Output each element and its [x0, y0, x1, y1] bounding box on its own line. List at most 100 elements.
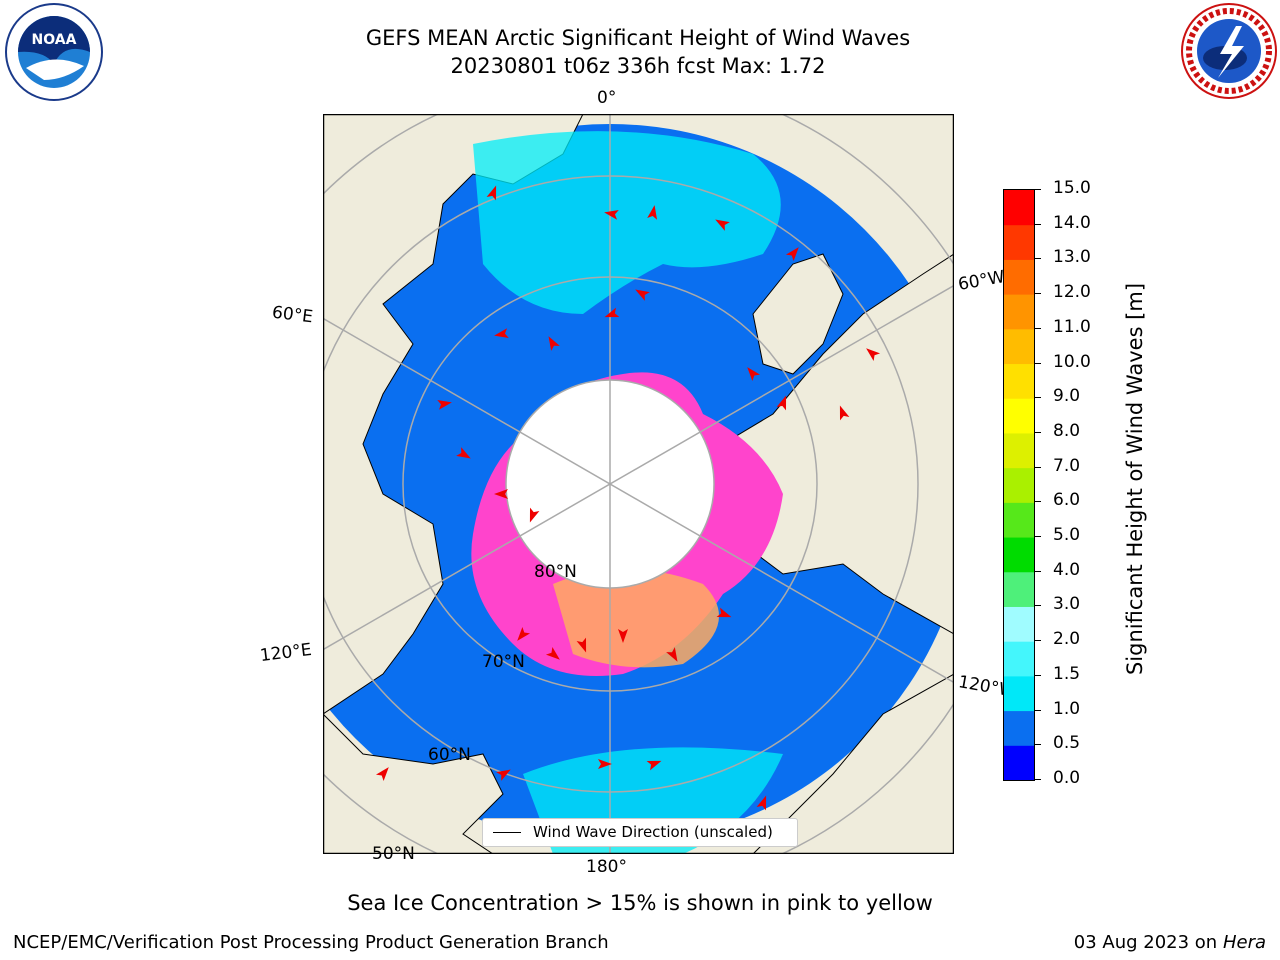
- parallel-label-60: 60°N: [428, 745, 471, 765]
- colorbar-block: [1004, 432, 1034, 469]
- colorbar-tick-mark: [1035, 605, 1041, 607]
- colorbar-tick-mark: [1035, 536, 1041, 538]
- wind-arrow: [598, 759, 612, 769]
- colorbar-label-text: Significant Height of Wind Waves [m]: [1123, 282, 1147, 676]
- colorbar-block: [1004, 259, 1034, 295]
- colorbar-tick-mark: [1035, 397, 1041, 399]
- footer-left: NCEP/EMC/Verification Post Processing Pr…: [13, 932, 609, 953]
- colorbar-tick-label: 1.5: [1053, 663, 1081, 684]
- wind-arrow: [517, 626, 531, 641]
- wind-arrow: [496, 769, 511, 781]
- colorbar-tick-mark: [1035, 709, 1041, 711]
- colorbar-tick-label: 2.0: [1053, 629, 1081, 650]
- noaa-logo-text: NOAA: [32, 32, 77, 48]
- siberia-east-land: [323, 713, 504, 854]
- meridian-label-0: 0°: [597, 88, 617, 108]
- colorbar-tick-mark: [1035, 223, 1041, 225]
- colorbar-tick-mark: [1035, 258, 1041, 260]
- colorbar-tick-label: 0.0: [1053, 768, 1081, 788]
- wind-arrow: [666, 647, 678, 662]
- colorbar-block: [1004, 398, 1034, 434]
- meridian-label-120e: 120°E: [258, 639, 313, 667]
- colorbar-block: [1004, 675, 1034, 712]
- chart-title: GEFS MEAN Arctic Significant Height of W…: [365, 26, 911, 50]
- colorbar-tick-label: 9.0: [1053, 386, 1081, 407]
- colorbar-block: [1004, 294, 1034, 330]
- wind-arrow: [635, 289, 650, 301]
- colorbar-tick-label: 4.0: [1053, 559, 1081, 580]
- colorbar-tick-label: 0.5: [1053, 733, 1081, 754]
- meridian-label-60w: 60°W: [956, 267, 1007, 295]
- colorbar-block: [1004, 537, 1034, 573]
- meridian-label-60e: 60°E: [270, 302, 314, 328]
- colorbar-block: [1004, 224, 1034, 260]
- colorbar-tick-mark: [1035, 674, 1041, 676]
- meridian-120e-60w: [323, 284, 954, 651]
- colorbar-label: Significant Height of Wind Waves [m]: [1121, 269, 1149, 689]
- wind-arrow: [716, 607, 732, 618]
- sea-ice-thick: [553, 569, 719, 668]
- colorbar-block: [1004, 328, 1034, 365]
- wind-arrow: [647, 205, 658, 220]
- colorbar-block: [1004, 710, 1034, 746]
- colorbar-tick-mark: [1035, 431, 1041, 433]
- colorbar-tick-label: 10.0: [1053, 351, 1091, 372]
- wind-arrow: [776, 395, 787, 411]
- wind-arrow: [548, 336, 560, 351]
- wind-arrow: [486, 185, 497, 201]
- colorbar-tick-mark: [1035, 466, 1041, 468]
- graticule: [323, 114, 954, 854]
- footer-right: 03 Aug 2023 on Hera: [1074, 932, 1266, 953]
- alaska-land: [752, 673, 954, 854]
- colorbar-block: [1004, 363, 1034, 399]
- colorbar-tick-label: 12.0: [1053, 282, 1091, 303]
- greenland-land: [752, 253, 844, 375]
- colorbar-tick-label: 15.0: [1053, 178, 1091, 198]
- colorbar-block: [1004, 745, 1034, 780]
- wind-arrow: [375, 767, 389, 782]
- wind-arrow: [494, 328, 509, 339]
- colorbar-tick-label: 5.0: [1053, 525, 1081, 546]
- colorbar-block: [1004, 467, 1034, 503]
- colorbar-tick-mark: [1035, 293, 1041, 295]
- wind-arrow: [456, 447, 471, 459]
- legend-label: Wind Wave Direction (unscaled): [533, 823, 773, 841]
- parallel-label-80: 80°N: [534, 562, 577, 582]
- colorbar-tick-mark: [1035, 362, 1041, 364]
- wind-arrow: [839, 405, 850, 421]
- legend-line: [493, 832, 521, 833]
- colorbar-tick-label: 14.0: [1053, 212, 1091, 233]
- wind-arrow: [785, 247, 799, 262]
- colorbar-tick-mark: [1035, 570, 1041, 572]
- colorbar-tick-label: 8.0: [1053, 420, 1081, 441]
- chart-subtitle: 20230801 t06z 336h fcst Max: 1.72: [450, 54, 826, 78]
- map-legend: Wind Wave Direction (unscaled): [482, 818, 798, 847]
- caption: Sea Ice Concentration > 15% is shown in …: [347, 891, 933, 915]
- colorbar-tick-mark: [1035, 744, 1041, 746]
- meridian-label-180: 180°: [586, 857, 627, 877]
- colorbar-tick-label: 7.0: [1053, 455, 1081, 476]
- wind-arrow: [646, 760, 662, 771]
- wind-arrow: [494, 489, 508, 499]
- north-atlantic-high-waves: [473, 131, 781, 314]
- colorbar-block: [1004, 606, 1034, 642]
- wind-arrow: [618, 629, 628, 643]
- wind-arrow: [576, 637, 587, 653]
- colorbar-tick-label: 13.0: [1053, 247, 1091, 268]
- colorbar-tick-mark: [1035, 189, 1041, 190]
- arctic-map: [323, 114, 954, 854]
- wind-arrow: [604, 307, 620, 318]
- wind-arrow: [756, 795, 767, 811]
- colorbar-tick-mark: [1035, 501, 1041, 503]
- colorbar-block: [1004, 571, 1034, 607]
- parallel-label-50: 50°N: [372, 844, 415, 864]
- wind-arrows: [375, 185, 881, 811]
- wind-arrow: [545, 646, 560, 660]
- colorbar-tick-label: 6.0: [1053, 490, 1081, 511]
- wind-arrow: [604, 209, 619, 220]
- colorbar-tick-label: 3.0: [1053, 594, 1081, 615]
- footer-date: 03 Aug 2023 on: [1073, 932, 1218, 953]
- wind-arrow: [437, 399, 452, 410]
- colorbar-tick-mark: [1035, 640, 1041, 642]
- footer-host: Hera: [1222, 932, 1266, 953]
